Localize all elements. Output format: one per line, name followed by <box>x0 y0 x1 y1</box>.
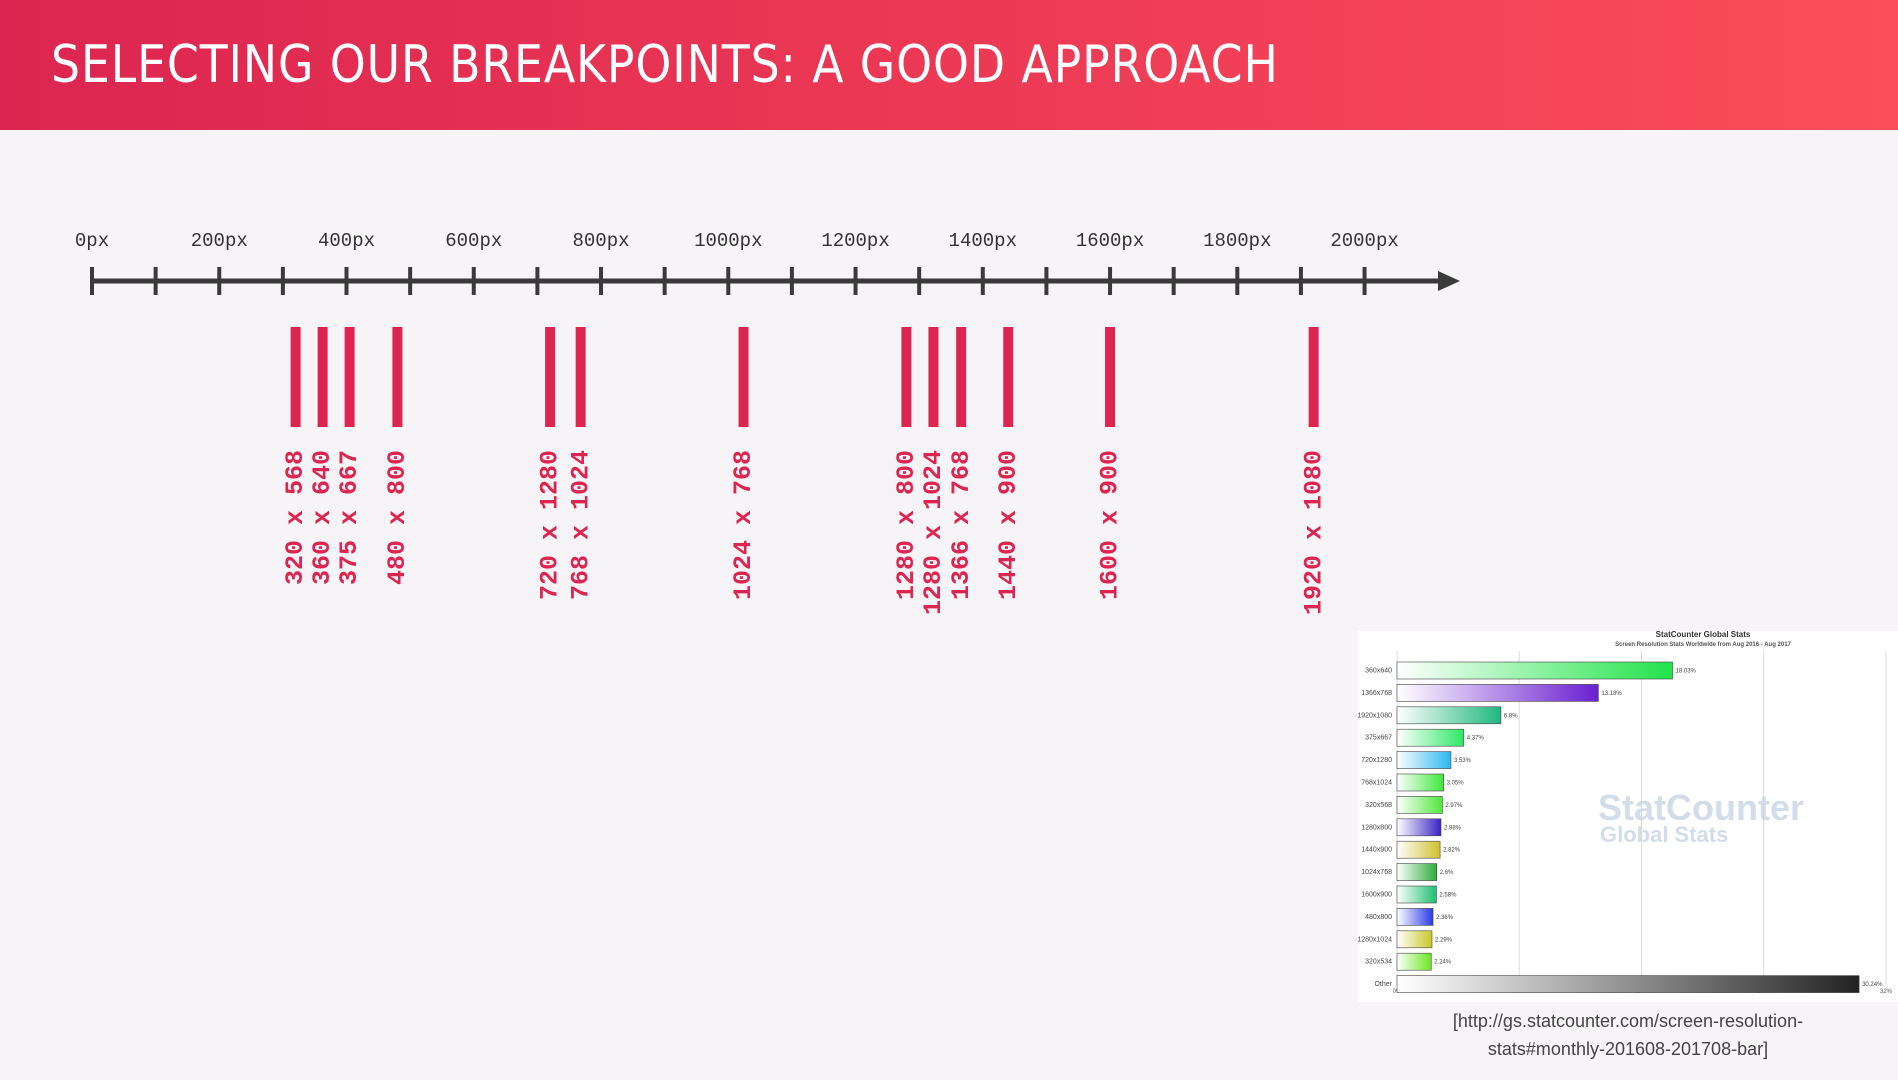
breakpoint-bar <box>317 327 328 427</box>
breakpoint-bar <box>928 327 939 427</box>
value-label: 2.29% <box>1435 937 1453 943</box>
breakpoint-label: 1024 x 768 <box>729 450 758 600</box>
value-label: 13.18% <box>1601 691 1622 697</box>
bar <box>1396 863 1438 881</box>
value-label: 2.36% <box>1436 915 1454 921</box>
category-label: 1440x900 <box>1361 847 1392 854</box>
category-label: 320x534 <box>1365 959 1392 966</box>
value-label: 3.05% <box>1447 781 1465 787</box>
breakpoint-bar <box>1003 327 1014 427</box>
category-label: 360x640 <box>1365 668 1392 675</box>
chart-subtitle: Screen Resolution Stats Worldwide from A… <box>1615 642 1791 648</box>
x-tick-label: 0px <box>75 230 109 252</box>
breakpoint-bar <box>575 327 586 427</box>
category-label: 480x800 <box>1365 914 1392 921</box>
watermark: StatCounter <box>1598 787 1804 828</box>
category-label: Other <box>1374 981 1392 988</box>
breakpoint-label: 360 x 640 <box>308 450 337 585</box>
x-tick-label: 1000px <box>694 230 762 252</box>
bar <box>1396 930 1433 949</box>
value-label: 30.24% <box>1862 982 1883 988</box>
value-label: 3.53% <box>1454 758 1472 764</box>
x-tick-label: 32% <box>1880 989 1893 995</box>
breakpoint-label: 1440 x 900 <box>994 450 1023 600</box>
axis-arrow <box>1438 271 1460 291</box>
x-tick-label: 600px <box>445 230 502 252</box>
value-label: 2.58% <box>1439 893 1457 899</box>
value-label: 2.82% <box>1443 848 1461 854</box>
bar <box>1396 908 1434 926</box>
bar <box>1396 885 1437 904</box>
category-label: 1600x900 <box>1361 892 1392 899</box>
category-label: 375x667 <box>1365 735 1392 742</box>
bar <box>1396 773 1444 792</box>
category-label: 1024x768 <box>1361 869 1392 876</box>
breakpoint-label: 320 x 568 <box>281 450 310 585</box>
bar <box>1396 728 1465 747</box>
breakpoint-bar <box>956 327 967 427</box>
breakpoint-bar <box>1308 327 1319 427</box>
value-label: 6.8% <box>1504 713 1518 719</box>
x-tick-label: 1800px <box>1203 230 1271 252</box>
x-tick-label: 2000px <box>1330 230 1398 252</box>
bar <box>1396 796 1443 814</box>
breakpoint-label: 480 x 800 <box>383 450 412 585</box>
source-line: stats#monthly-201608-201708-bar] <box>1488 1039 1768 1059</box>
breakpoint-bar <box>901 327 912 427</box>
breakpoint-label: 1920 x 1080 <box>1299 450 1328 615</box>
value-label: 2.24% <box>1434 960 1452 966</box>
x-tick-label: 1600px <box>1076 230 1144 252</box>
bar <box>1396 684 1599 702</box>
x-tick-label: 200px <box>191 230 248 252</box>
value-label: 18.03% <box>1676 669 1697 675</box>
breakpoint-label: 375 x 667 <box>335 450 364 585</box>
breakpoint-label: 1600 x 900 <box>1096 450 1125 600</box>
bar <box>1396 975 1860 993</box>
breakpoint-label: 1280 x 1024 <box>919 450 948 615</box>
x-tick-label: 800px <box>573 230 630 252</box>
value-label: 2.88% <box>1444 825 1462 831</box>
category-label: 768x1024 <box>1361 780 1392 787</box>
value-label: 2.97% <box>1445 803 1463 809</box>
chart-title: StatCounter Global Stats <box>1656 630 1751 639</box>
source-line: [http://gs.statcounter.com/screen-resolu… <box>1453 1011 1803 1031</box>
breakpoint-bar <box>344 327 355 427</box>
bar <box>1396 751 1452 769</box>
x-tick-label: 1200px <box>821 230 889 252</box>
bar <box>1396 952 1432 971</box>
breakpoint-label: 1280 x 800 <box>892 450 921 600</box>
category-label: 720x1280 <box>1361 757 1392 764</box>
category-label: 1280x1024 <box>1357 936 1392 943</box>
slide-title: SELECTING OUR BREAKPOINTS: A GOOD APPROA… <box>51 34 1279 95</box>
breakpoint-bar <box>1105 327 1116 427</box>
category-label: 320x568 <box>1365 802 1392 809</box>
breakpoint-bar <box>545 327 556 427</box>
bar <box>1396 706 1502 725</box>
x-tick-label: 400px <box>318 230 375 252</box>
value-label: 2.6% <box>1440 870 1454 876</box>
x-tick-label: 1400px <box>949 230 1017 252</box>
category-label: 1920x1080 <box>1357 712 1392 719</box>
breakpoint-bar <box>392 327 403 427</box>
category-label: 1280x800 <box>1361 824 1392 831</box>
category-label: 1366x768 <box>1361 690 1392 697</box>
breakpoint-label: 1366 x 768 <box>947 450 976 600</box>
header-bar <box>0 0 1898 130</box>
watermark: Global Stats <box>1600 822 1728 847</box>
bar <box>1396 840 1441 859</box>
breakpoint-label: 720 x 1280 <box>536 450 565 600</box>
bar <box>1396 661 1673 680</box>
value-label: 4.37% <box>1467 736 1485 742</box>
breakpoint-bar <box>290 327 301 427</box>
breakpoint-label: 768 x 1024 <box>566 450 595 600</box>
breakpoint-bar <box>738 327 749 427</box>
bar <box>1396 818 1442 837</box>
